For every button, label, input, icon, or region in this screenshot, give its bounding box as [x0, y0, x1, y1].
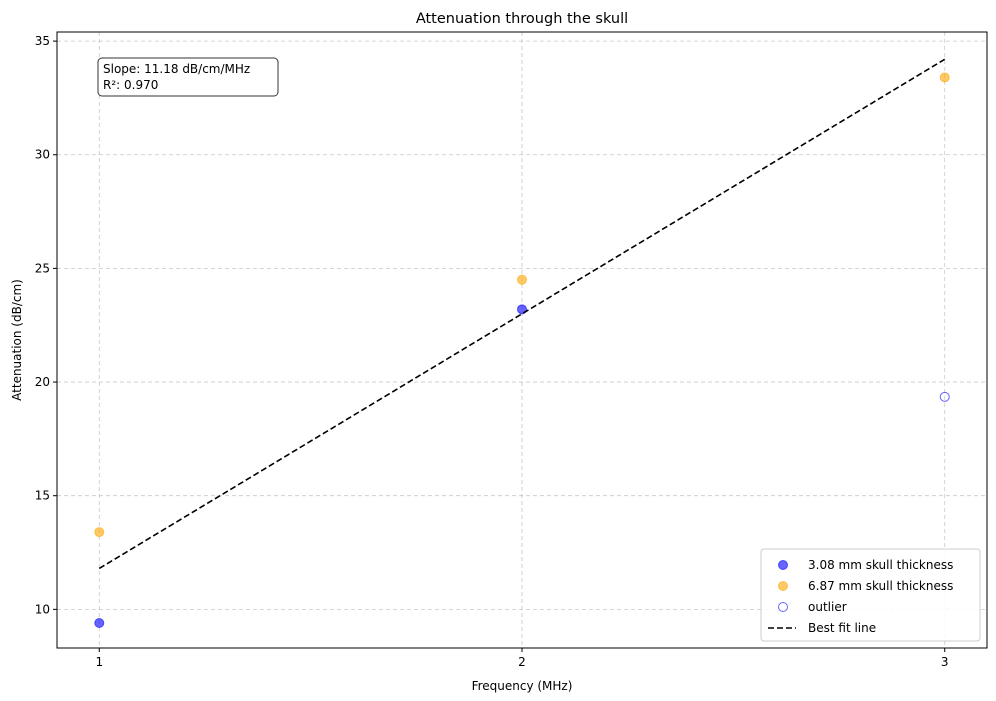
best-fit-line [98, 58, 946, 570]
grid [57, 32, 987, 648]
outlier-point [939, 391, 950, 402]
x-tick-label: 3 [941, 655, 949, 669]
y-axis-label: Attenuation (dB/cm) [10, 279, 24, 401]
data-marks [94, 58, 950, 628]
chart-title: Attenuation through the skull [416, 11, 628, 27]
legend-label-6-87mm: 6.87 mm skull thickness [808, 579, 953, 593]
legend: 3.08 mm skull thickness 6.87 mm skull th… [760, 548, 981, 642]
legend-label-best-fit: Best fit line [808, 621, 876, 635]
x-tick-label: 2 [518, 655, 526, 669]
data-point [517, 304, 527, 315]
legend-label-outlier: outlier [808, 600, 847, 614]
x-tick-label: 1 [95, 655, 103, 669]
annotation-frame [97, 57, 279, 97]
y-tick-label: 35 [35, 34, 50, 48]
legend-marker-3-08mm [778, 560, 788, 570]
annotation-slope: Slope: 11.18 dB/cm/MHz [103, 62, 250, 76]
legend-label-3-08mm: 3.08 mm skull thickness [808, 558, 953, 572]
y-tick-label: 10 [35, 602, 50, 616]
legend-marker-6-87mm [778, 581, 788, 591]
y-tick-label: 30 [35, 148, 50, 162]
y-tick-label: 20 [35, 375, 50, 389]
x-axis-label: Frequency (MHz) [472, 679, 573, 693]
y-tick-label: 15 [35, 489, 50, 503]
data-point [94, 617, 105, 628]
legend-marker-outlier [778, 602, 788, 612]
annotation-box: Slope: 11.18 dB/cm/MHz R²: 0.970 [97, 57, 279, 97]
y-tick-label: 25 [35, 261, 50, 275]
ticks: 1 2 3 10 15 20 25 30 35 [35, 34, 949, 669]
annotation-r2: R²: 0.970 [103, 78, 158, 92]
data-point [517, 274, 527, 285]
legend-frame [760, 548, 981, 642]
data-point [94, 527, 105, 538]
data-point [939, 72, 950, 83]
